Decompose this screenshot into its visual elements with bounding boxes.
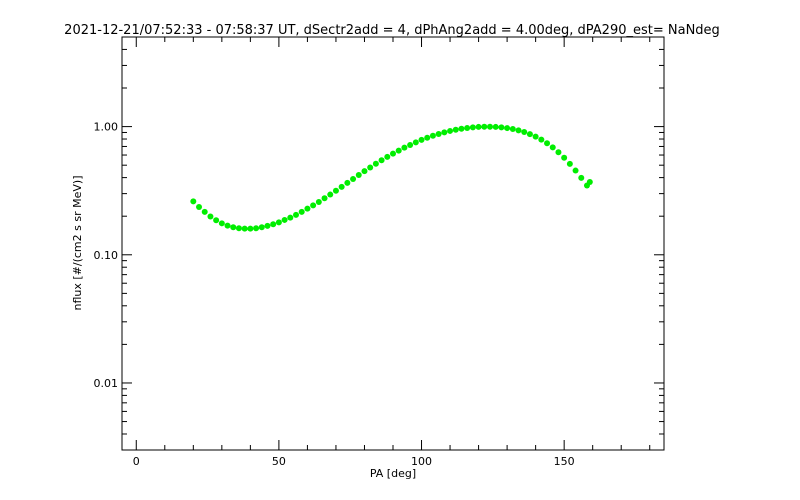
data-point [332,187,339,194]
data-point [258,224,265,231]
data-point [298,208,305,215]
data-point [401,144,408,151]
data-point [452,126,459,133]
data-point [310,202,317,209]
data-point [486,123,493,130]
data-point [287,214,294,221]
data-point [526,131,533,138]
data-point [241,225,248,232]
data-point [544,140,551,147]
data-series [190,123,593,232]
data-point [196,203,203,210]
data-point [481,123,488,130]
data-point [247,225,254,232]
y-axis-label: nflux [#/(cm2 s sr MeV)] [71,176,84,311]
data-point [355,172,362,179]
data-point [304,205,311,212]
chart-title: 2021-12-21/07:52:33 - 07:58:37 UT, dSect… [64,23,720,38]
data-point [498,124,505,131]
data-point [378,157,385,164]
data-point [515,127,522,134]
data-point [572,167,579,174]
data-point [475,123,482,130]
data-point [253,225,260,232]
data-point [469,124,476,131]
x-axis-ticks: 0 50 100 150 [133,37,651,468]
data-point [555,149,562,156]
data-point [327,191,334,198]
data-point [190,198,197,205]
data-point [384,153,391,160]
data-point [521,129,528,136]
data-point [372,160,379,167]
data-point [390,150,396,157]
data-point [315,199,322,206]
data-point [367,164,374,171]
plot-frame [121,36,665,451]
y-axis-ticks: 0.01 0.10 1.00 [94,36,664,451]
data-point [538,136,545,143]
data-point [504,125,511,132]
y-tick-label: 0.10 [94,249,119,262]
data-point [361,168,368,175]
data-point [464,124,471,131]
x-axis-label: PA [deg] [370,467,416,480]
data-point [447,127,454,134]
data-point [418,136,425,143]
data-point [350,176,357,183]
data-point [224,222,231,229]
data-point [344,179,351,186]
data-point [275,219,282,226]
data-point [561,154,568,161]
data-point [230,224,237,231]
data-point [532,133,539,140]
data-point [293,211,300,218]
y-tick-label: 1.00 [94,121,119,134]
data-point [281,216,288,223]
data-point [235,225,242,232]
x-tick-label: 100 [411,455,432,468]
data-point [407,141,414,148]
data-point [441,129,448,136]
data-point [395,147,402,154]
data-point [264,222,271,229]
data-point [429,132,436,139]
data-point [218,220,225,227]
data-point [201,208,208,215]
data-point [435,130,442,137]
data-point [509,126,516,133]
data-point [270,221,277,228]
data-point [578,174,585,181]
x-tick-label: 150 [554,455,575,468]
data-point [458,125,465,132]
data-point [586,178,593,185]
data-point [566,160,573,167]
x-tick-label: 50 [272,455,286,468]
y-tick-label: 0.01 [94,377,119,390]
data-point [492,123,499,130]
data-point [321,195,328,202]
data-point [412,139,419,146]
data-point [207,213,214,220]
data-point [549,144,556,151]
x-tick-label: 0 [133,455,140,468]
data-point [338,183,345,190]
data-point [424,134,431,141]
data-point [213,217,220,224]
